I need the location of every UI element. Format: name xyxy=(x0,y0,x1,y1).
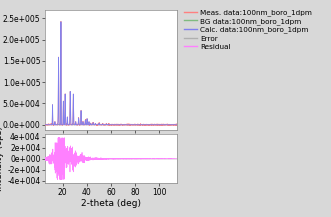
X-axis label: 2-theta (deg): 2-theta (deg) xyxy=(81,199,141,208)
Legend: Meas. data:100nm_boro_1dpm, BG data:100nm_boro_1dpm, Calc. data:100nm_boro_1dpm,: Meas. data:100nm_boro_1dpm, BG data:100n… xyxy=(184,9,312,50)
Y-axis label: Intensity (cps): Intensity (cps) xyxy=(0,126,5,191)
